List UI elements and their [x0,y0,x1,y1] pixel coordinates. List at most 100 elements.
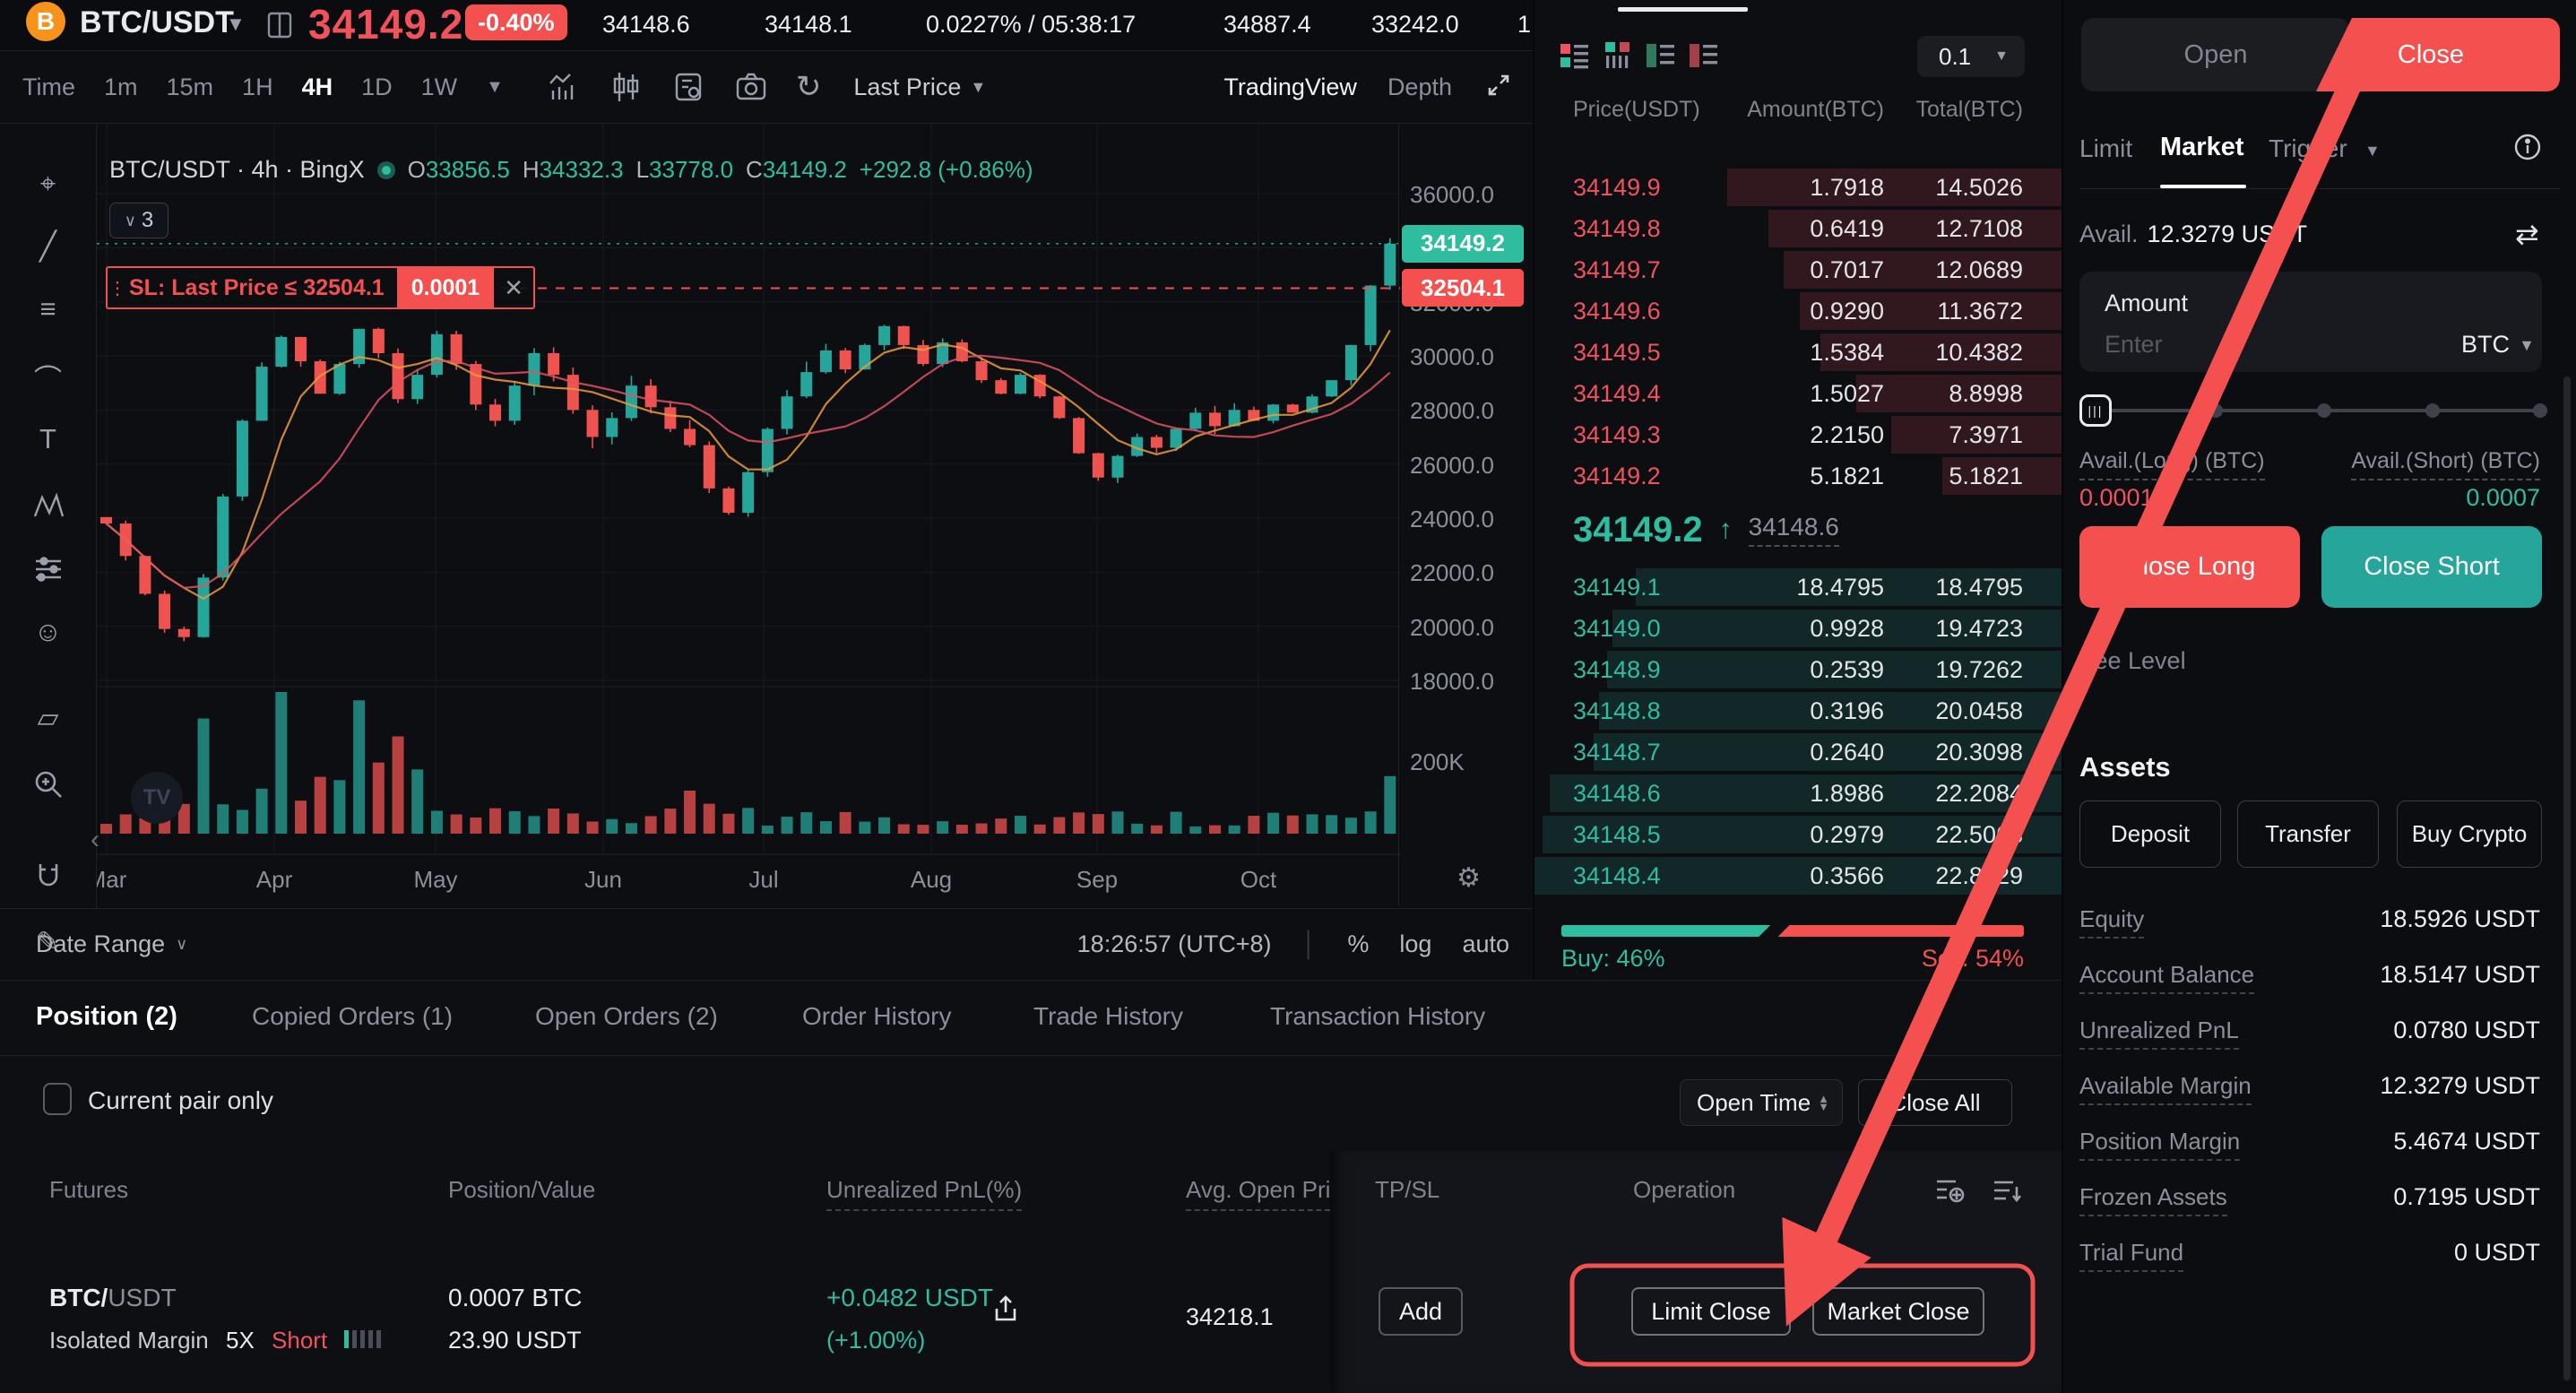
close-short-button[interactable]: Close Short [2321,526,2542,608]
curve-tool-icon[interactable]: ⌒ [34,363,62,395]
order-type-market[interactable]: Market [2160,133,2244,161]
quantity-slider[interactable]: ||| [2079,394,2547,427]
bid-row[interactable]: 34148.8 0.3196 20.0458 [1534,690,2062,731]
interval-1m[interactable]: 1m [104,73,138,100]
tick-size-select[interactable]: 0.1 ▼ [1917,36,2025,77]
legend-collapse-button[interactable]: ∨ 3 [109,203,169,238]
pair-caret-icon[interactable]: ▼ [226,13,246,35]
forecast-tool-icon[interactable] [28,549,69,590]
interval-more-caret-icon[interactable]: ▼ [486,76,504,97]
bid-row[interactable]: 34148.6 1.8986 22.2084 [1534,773,2062,814]
interval-1W[interactable]: 1W [420,73,458,100]
position-row[interactable]: BTC/USDT Isolated Margin 5X Short 0.0007… [0,1250,2062,1392]
pair-selector[interactable]: BTC/USDT [80,5,234,39]
tpsl-add-button[interactable]: Add [1379,1287,1463,1336]
deposit-button[interactable]: Deposit [2079,800,2221,868]
text-tool-icon[interactable]: T [39,423,56,454]
slider-step-dot[interactable] [2317,403,2331,418]
clock-utc[interactable]: 18:26:57 (UTC+8) [1076,930,1272,957]
log-scale-button[interactable]: log [1399,930,1432,957]
tab-depth[interactable]: Depth [1387,73,1452,100]
fib-lines-tool-icon[interactable]: ≡ [39,293,56,324]
tab-transaction-history[interactable]: Transaction History [1270,1002,1486,1030]
column-settings-icon[interactable] [1932,1174,1967,1213]
bid-row[interactable]: 34148.9 0.2539 19.7262 [1534,649,2062,690]
tab-copied-orders-1-[interactable]: Copied Orders (1) [252,1002,454,1030]
order-type-limit[interactable]: Limit [2079,134,2133,162]
share-pnl-icon[interactable] [990,1294,1021,1329]
refresh-icon[interactable]: ↻ [795,70,822,104]
order-type-trigger[interactable]: Trigger [2269,134,2347,162]
trigger-caret-icon[interactable]: ▼ [2364,142,2381,160]
market-close-button[interactable]: Market Close [1812,1287,1984,1336]
price-mode-select[interactable]: Last Price ▼ [853,73,987,100]
zoom-tool-icon[interactable] [28,764,69,805]
interval-1D[interactable]: 1D [361,73,393,100]
pattern-tool-icon[interactable] [28,486,69,527]
ask-row[interactable]: 34149.6 0.9290 11.3672 [1534,290,2062,332]
amount-unit-select[interactable]: BTC [2461,331,2510,358]
interval-1H[interactable]: 1H [242,73,273,100]
bid-row[interactable]: 34149.0 0.9928 19.4723 [1534,608,2062,649]
book-both-sides-icon[interactable] [1560,41,1590,70]
ask-row[interactable]: 34149.8 0.6419 12.7108 [1534,208,2062,249]
stop-loss-order-flag[interactable]: ⋮ SL: Last Price ≤ 32504.1 0.0001 ✕ [106,266,536,310]
auto-scale-button[interactable]: auto [1462,930,1509,957]
camera-icon[interactable] [733,69,769,105]
mid-price-row[interactable]: 34149.2 ↑ 34148.6 [1573,500,2023,559]
book-bids-only-icon[interactable] [1646,41,1676,70]
close-all-button[interactable]: Close All [1858,1079,2012,1126]
ask-row[interactable]: 34149.2 5.1821 5.1821 [1534,455,2062,497]
toolbar-collapse-icon[interactable]: ‹ [91,825,99,854]
crosshair-tool-icon[interactable]: ⌖ [39,167,56,199]
close-long-button[interactable]: Close Long [2079,526,2300,608]
cancel-order-icon[interactable]: ✕ [504,273,524,301]
ask-row[interactable]: 34149.5 1.5384 10.4382 [1534,332,2062,373]
open-time-sort-select[interactable]: Open Time ▲ ▼ [1680,1079,1843,1126]
trendline-tool-icon[interactable]: ╱ [39,230,56,262]
bid-row[interactable]: 34148.7 0.2640 20.3098 [1534,731,2062,773]
tab-trade-history[interactable]: Trade History [1033,1002,1184,1030]
ruler-tool-icon[interactable]: ▱ [37,702,59,733]
slider-handle[interactable]: ||| [2079,394,2112,427]
interval-Time[interactable]: Time [22,73,75,100]
panel-settings-icon[interactable] [670,69,706,105]
interval-4H[interactable]: 4H [301,73,333,100]
drag-grip-icon[interactable]: ⋮ [108,278,126,298]
ask-row[interactable]: 34149.4 1.5027 8.8998 [1534,373,2062,414]
buy-crypto-button[interactable]: Buy Crypto [2397,800,2542,868]
panel-scrollbar[interactable] [2563,376,2571,1380]
axis-settings-gear-icon[interactable]: ⚙ [1457,863,1481,893]
price-axis[interactable]: 36000.034000.032000.030000.028000.026000… [1398,124,1533,905]
tab-open[interactable]: Open [2081,18,2350,91]
kline-icon[interactable] [264,9,296,46]
ask-row[interactable]: 34149.3 2.2150 7.3971 [1534,414,2062,455]
bid-row[interactable]: 34148.5 0.2979 22.5063 [1534,814,2062,855]
slider-step-dot[interactable] [2425,403,2440,418]
indicators-icon[interactable] [545,69,581,105]
slider-step-dot[interactable] [2209,403,2223,418]
limit-close-button[interactable]: Limit Close [1631,1287,1791,1336]
expand-icon[interactable] [1482,69,1515,106]
ask-row[interactable]: 34149.7 0.7017 12.0689 [1534,249,2062,290]
list-sort-icon[interactable] [1990,1174,2024,1213]
date-range-select[interactable]: Date Range ∨ [36,930,188,957]
fee-level-label[interactable]: Fee Level [2079,647,2186,674]
interval-15m[interactable]: 15m [166,73,214,100]
current-pair-only-checkbox[interactable] [43,1083,72,1115]
tab-position-2-[interactable]: Position (2) [36,1002,177,1031]
book-split-icon[interactable] [1603,41,1633,70]
bid-row[interactable]: 34149.1 18.4795 18.4795 [1534,567,2062,608]
book-asks-only-icon[interactable] [1689,41,1719,70]
chart-style-icon[interactable] [608,69,644,105]
bid-row[interactable]: 34148.4 0.3566 22.8629 [1534,855,2062,896]
transfer-button[interactable]: Transfer [2237,800,2379,868]
ask-row[interactable]: 34149.9 1.7918 14.5026 [1534,167,2062,208]
percent-scale-button[interactable]: % [1347,930,1370,957]
slider-step-dot[interactable] [2533,403,2547,418]
draw-lock-tool-icon[interactable]: ✎ [36,926,60,957]
tab-open-orders-2-[interactable]: Open Orders (2) [535,1002,718,1030]
info-icon[interactable] [2511,131,2544,168]
transfer-swap-icon[interactable]: ⇄ [2515,218,2539,250]
magnet-tool-icon[interactable] [28,855,69,896]
